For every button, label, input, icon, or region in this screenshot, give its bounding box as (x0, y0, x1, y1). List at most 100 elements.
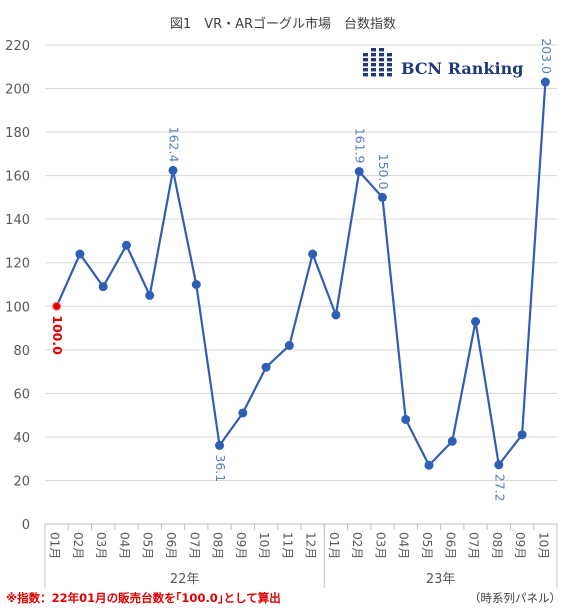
x-tick-label: 01月 (48, 532, 62, 559)
logo-icon-block (379, 53, 384, 57)
logo-icon-block (363, 58, 368, 62)
data-label: 162.4 (167, 127, 182, 163)
data-point (331, 310, 341, 320)
source-note: （時系列パネル） (469, 591, 561, 605)
footnote: ※指数：22年01月の販売台数を｢100.0｣として算出 (6, 591, 281, 605)
data-point (308, 249, 318, 259)
data-label: 161.9 (353, 128, 368, 164)
data-label: 100.0 (50, 315, 65, 355)
data-point (215, 440, 225, 450)
chart-title: 図1 VR・ARゴーグル市場 台数指数 (170, 16, 396, 32)
y-tick-label: 180 (5, 126, 30, 141)
logo-icon-block (363, 63, 368, 67)
data-point (261, 362, 271, 372)
logo-icon-block (363, 73, 368, 77)
data-points (52, 77, 550, 470)
series-line (55, 81, 547, 467)
y-tick-label: 140 (5, 213, 30, 228)
logo-icon-block (379, 63, 384, 67)
x-tick-label: 07月 (187, 532, 201, 559)
series-line-path (55, 81, 547, 467)
bcn-logo: BCN Ranking (363, 48, 523, 78)
data-point (98, 282, 108, 292)
logo-icon-block (371, 58, 376, 62)
data-point (354, 166, 364, 176)
x-tick-label: 03月 (373, 532, 387, 559)
logo-icon-block (371, 53, 376, 57)
data-label: 203.0 (539, 38, 554, 74)
data-point (168, 165, 178, 175)
x-tick-label: 09月 (513, 532, 527, 559)
data-point (238, 408, 248, 418)
x-tick-label: 04月 (117, 532, 131, 559)
x-tick-label: 05月 (141, 532, 155, 559)
y-tick-label: 220 (5, 39, 30, 54)
data-labels: 100.0 162.4 36.1 161.9 150.0 27.2 203.0 (50, 38, 554, 501)
x-tick-label: 11月 (280, 532, 294, 559)
y-tick-label: 60 (13, 387, 30, 402)
data-point (75, 249, 85, 259)
logo-icon-block (371, 73, 376, 77)
x-tick-label: 10月 (536, 532, 550, 559)
data-point (540, 77, 550, 87)
year-group-label: 23年 (426, 572, 456, 587)
x-tick-label: 06月 (443, 532, 457, 559)
x-tick-label: 05月 (420, 532, 434, 559)
y-tick-label: 40 (13, 431, 30, 446)
data-point (401, 414, 411, 424)
logo-icon-block (379, 68, 384, 72)
x-tick-label: 09月 (234, 532, 248, 559)
y-tick-label: 160 (5, 170, 30, 185)
y-tick-label: 120 (5, 257, 30, 272)
data-point (517, 430, 527, 440)
x-tick-label: 02月 (350, 532, 364, 559)
y-axis: 0 20 40 60 80 100 120 140 160 180 200 220 (5, 39, 30, 533)
logo-icon-block (371, 63, 376, 67)
logo-icon-block (379, 48, 384, 52)
logo-icon-block (379, 58, 384, 62)
logo-icon-block (387, 58, 392, 62)
logo-icon-block (371, 48, 376, 52)
x-tick-label: 03月 (94, 532, 108, 559)
logo-icon-block (387, 63, 392, 67)
logo-icon-block (363, 68, 368, 72)
y-tick-label: 200 (5, 83, 30, 98)
y-tick-label: 80 (13, 344, 30, 359)
year-group-label: 22年 (170, 572, 200, 587)
x-tick-label: 01月 (327, 532, 341, 559)
grid-lines (45, 44, 557, 525)
data-point (284, 340, 294, 350)
data-point (121, 240, 131, 250)
data-point (191, 280, 201, 289)
x-tick-label: 12月 (304, 532, 318, 559)
y-tick-label: 100 (5, 300, 30, 315)
data-point (494, 460, 504, 470)
data-point (447, 436, 457, 446)
x-tick-label: 02月 (71, 532, 85, 559)
data-label: 150.0 (376, 154, 391, 190)
logo-icon-block (387, 68, 392, 72)
x-tick-label: 07月 (467, 532, 481, 559)
x-tick-label: 08月 (211, 532, 225, 559)
y-tick-label: 20 (13, 474, 30, 489)
data-point (145, 290, 155, 300)
x-tick-label: 08月 (490, 532, 504, 559)
data-point (377, 192, 387, 202)
data-point (52, 301, 62, 311)
y-tick-label: 0 (22, 518, 30, 533)
data-label: 36.1 (213, 454, 228, 482)
data-label: 27.2 (492, 474, 507, 502)
logo-text: BCN Ranking (401, 59, 523, 78)
x-tick-label: 04月 (397, 532, 411, 559)
logo-icon-block (387, 53, 392, 57)
logo-icon-block (371, 68, 376, 72)
logo-icon-block (363, 53, 368, 57)
building-icon (363, 48, 392, 77)
logo-icon-block (379, 73, 384, 77)
x-axis: 01月 02月 03月 04月 05月 06月 07月 08月 09月 10月 11月 12月 01月 0… (44, 524, 558, 588)
x-tick-label: 10月 (257, 532, 271, 559)
x-tick-label: 06月 (164, 532, 178, 559)
logo-icon-block (387, 73, 392, 77)
data-point (424, 460, 434, 470)
